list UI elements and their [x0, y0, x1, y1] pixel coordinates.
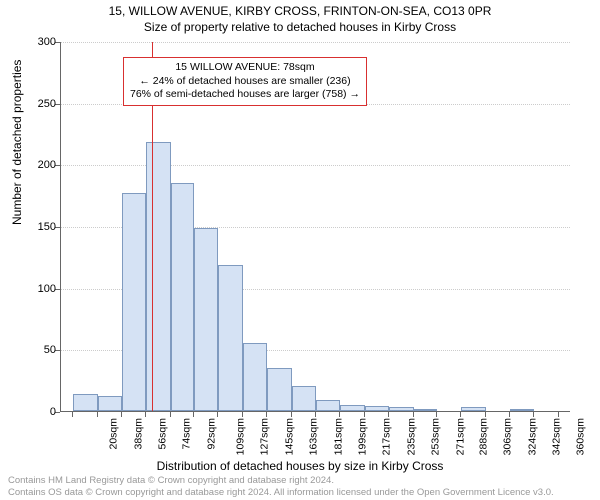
page-title: 15, WILLOW AVENUE, KIRBY CROSS, FRINTON-…	[0, 4, 600, 18]
annotation-line2: ← 24% of detached houses are smaller (23…	[130, 75, 360, 89]
xtick-mark	[436, 412, 437, 417]
histogram-bar	[414, 409, 437, 411]
xtick-mark	[121, 412, 122, 417]
xtick-mark	[242, 412, 243, 417]
histogram-bar	[146, 142, 170, 411]
ytick-label: 50	[16, 344, 56, 356]
xtick-label: 56sqm	[157, 418, 169, 450]
annotation-line3: 76% of semi-detached houses are larger (…	[130, 88, 360, 102]
xtick-label: 181sqm	[332, 418, 344, 455]
histogram-bar	[510, 409, 534, 411]
y-axis-label: Number of detached properties	[10, 60, 24, 225]
histogram-bar	[365, 406, 389, 411]
xtick-mark	[460, 412, 461, 417]
xtick-mark	[388, 412, 389, 417]
histogram-bar	[340, 405, 364, 411]
histogram-bar	[292, 386, 316, 411]
xtick-mark	[170, 412, 171, 417]
xtick-label: 38sqm	[132, 418, 144, 450]
xtick-label: 235sqm	[405, 418, 417, 455]
histogram-bar	[171, 183, 194, 411]
xtick-mark	[291, 412, 292, 417]
ytick-label: 300	[16, 36, 56, 48]
ytick-label: 100	[16, 283, 56, 295]
histogram-bar	[389, 407, 413, 411]
annotation-callout: 15 WILLOW AVENUE: 78sqm ← 24% of detache…	[123, 57, 367, 106]
histogram-bar	[243, 343, 267, 411]
xtick-label: 288sqm	[477, 418, 489, 455]
ytick-label: 150	[16, 221, 56, 233]
footer-line2: Contains OS data © Crown copyright and d…	[8, 487, 554, 498]
xtick-label: 145sqm	[283, 418, 295, 455]
xtick-label: 20sqm	[108, 418, 120, 450]
histogram-bar	[461, 407, 485, 411]
ytick-label: 250	[16, 98, 56, 110]
plot-area: 15 WILLOW AVENUE: 78sqm ← 24% of detache…	[60, 42, 570, 412]
page-subtitle: Size of property relative to detached ho…	[0, 20, 600, 34]
annotation-line1: 15 WILLOW AVENUE: 78sqm	[130, 61, 360, 75]
xtick-mark	[217, 412, 218, 417]
histogram-bar	[98, 396, 122, 411]
xtick-label: 127sqm	[259, 418, 271, 455]
xtick-label: 109sqm	[234, 418, 246, 455]
xtick-label: 199sqm	[356, 418, 368, 455]
xtick-mark	[485, 412, 486, 417]
x-axis-label: Distribution of detached houses by size …	[0, 459, 600, 473]
ytick-label: 0	[16, 406, 56, 418]
xtick-label: 74sqm	[181, 418, 193, 450]
xtick-mark	[97, 412, 98, 417]
xtick-mark	[266, 412, 267, 417]
xtick-mark	[193, 412, 194, 417]
xtick-label: 163sqm	[308, 418, 320, 455]
xtick-mark	[315, 412, 316, 417]
xtick-label: 324sqm	[526, 418, 538, 455]
histogram-bar	[218, 265, 242, 411]
ytick-label: 200	[16, 159, 56, 171]
xtick-label: 360sqm	[575, 418, 587, 455]
footer-attribution: Contains HM Land Registry data © Crown c…	[8, 475, 554, 498]
xtick-label: 217sqm	[381, 418, 393, 455]
xtick-mark	[533, 412, 534, 417]
xtick-label: 253sqm	[430, 418, 442, 455]
xtick-mark	[72, 412, 73, 417]
xtick-mark	[145, 412, 146, 417]
histogram-bar	[267, 368, 291, 411]
xtick-mark	[558, 412, 559, 417]
xtick-label: 342sqm	[550, 418, 562, 455]
xtick-mark	[339, 412, 340, 417]
histogram-bar	[316, 400, 340, 411]
histogram-bar	[73, 394, 97, 411]
xtick-mark	[364, 412, 365, 417]
chart-area: 15 WILLOW AVENUE: 78sqm ← 24% of detache…	[60, 42, 570, 412]
xtick-label: 92sqm	[205, 418, 217, 450]
xtick-mark	[509, 412, 510, 417]
histogram-bar	[122, 193, 146, 411]
footer-line1: Contains HM Land Registry data © Crown c…	[8, 475, 554, 486]
xtick-mark	[413, 412, 414, 417]
xtick-label: 306sqm	[501, 418, 513, 455]
histogram-bar	[194, 228, 218, 411]
xtick-label: 271sqm	[454, 418, 466, 455]
